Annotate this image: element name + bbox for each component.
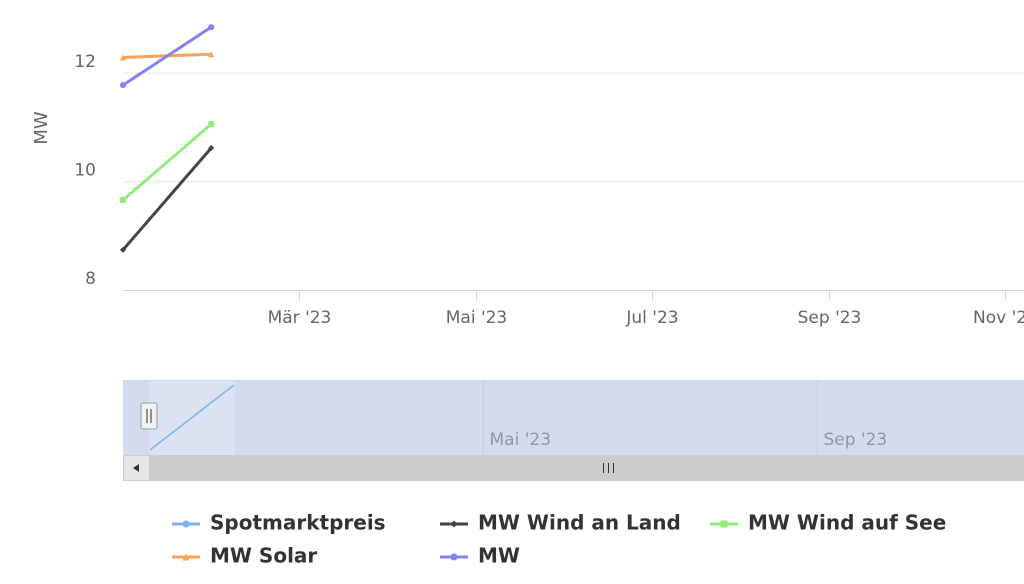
legend-item[interactable]: MW Solar — [172, 544, 317, 568]
y-tick-label: 12 — [74, 52, 96, 72]
scrollbar[interactable] — [123, 455, 1024, 481]
marker — [208, 121, 215, 128]
series-line — [122, 25, 213, 87]
marker — [120, 197, 126, 204]
marker — [120, 82, 126, 89]
navigator-tick-label: Sep '23 — [824, 430, 888, 450]
marker — [450, 520, 458, 528]
legend-item[interactable]: MW Wind auf See — [710, 511, 946, 535]
marker — [182, 553, 190, 561]
marker — [208, 144, 215, 151]
legend-item[interactable]: MW — [440, 544, 520, 568]
marker — [208, 24, 215, 31]
legend-label: MW Wind an Land — [478, 511, 681, 535]
legend-item[interactable]: MW Wind an Land — [440, 511, 681, 535]
marker — [208, 51, 215, 58]
legend-label: MW — [478, 544, 520, 568]
scrollbar-grip — [603, 463, 614, 473]
x-tick-label: Mai '23 — [446, 308, 508, 328]
legend-item[interactable]: Spotmarktpreis — [172, 511, 386, 535]
legend-label: MW Solar — [210, 544, 317, 568]
series-line — [121, 146, 213, 251]
legend-label: Spotmarktpreis — [210, 511, 386, 535]
y-axis-title: MW — [31, 111, 52, 145]
x-tick-label: Mär '23 — [268, 308, 332, 328]
marker — [120, 54, 126, 61]
y-tick-label: 10 — [74, 161, 96, 181]
x-tick-label: Sep '23 — [798, 308, 862, 328]
x-tick-label: Nov '23 — [973, 308, 1024, 328]
marker — [450, 553, 458, 561]
navigator-series — [149, 384, 235, 451]
series-line — [122, 122, 213, 202]
marker — [120, 246, 126, 253]
scroll-arrow — [133, 464, 139, 472]
marker — [720, 520, 728, 528]
y-tick-label: 8 — [85, 269, 96, 289]
navigator-tick-label: Mai '23 — [490, 430, 552, 450]
navigator-mask — [123, 380, 1024, 455]
marker — [182, 520, 190, 528]
x-tick-label: Jul '23 — [625, 308, 678, 328]
navigator-handle[interactable] — [140, 402, 158, 430]
legend-label: MW Wind auf See — [748, 511, 946, 535]
